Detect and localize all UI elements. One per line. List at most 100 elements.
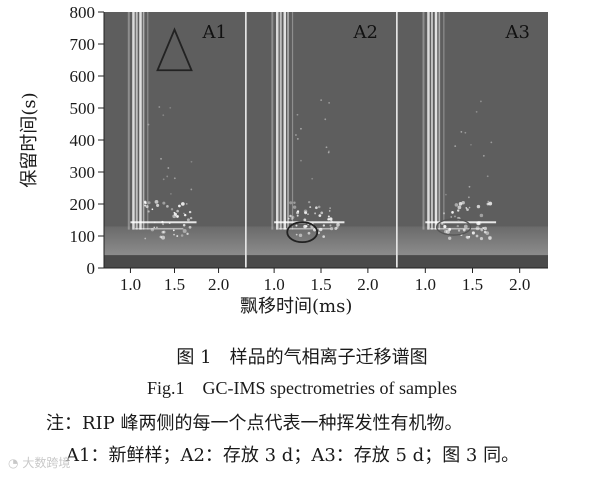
compound-spot: [457, 209, 460, 212]
compound-spot: [145, 205, 149, 209]
compound-spot: [450, 216, 452, 218]
compound-spot: [335, 226, 339, 229]
compound-spot: [448, 227, 452, 231]
compound-spot: [462, 228, 466, 232]
compound-spot: [150, 228, 155, 232]
y-tick-label: 200: [70, 195, 96, 214]
compound-spot: [176, 215, 179, 218]
compound-spot: [176, 235, 179, 238]
y-tick-label: 0: [87, 259, 96, 278]
compound-spot: [324, 118, 327, 121]
compound-spot: [314, 212, 317, 215]
compound-spot: [329, 217, 333, 221]
compound-spot: [154, 200, 159, 204]
compound-spot: [159, 235, 163, 239]
compound-spot: [295, 224, 298, 227]
panel-lower-band: [397, 226, 548, 256]
compound-spot: [186, 218, 190, 222]
horizontal-peak-band: [278, 228, 331, 230]
compound-spot: [189, 216, 193, 220]
compound-spot: [293, 201, 296, 204]
compound-spot: [174, 212, 177, 216]
compound-spot: [188, 225, 192, 229]
y-tick-label: 800: [70, 3, 96, 22]
compound-spot: [327, 151, 330, 154]
compound-spot: [442, 212, 446, 215]
horizontal-peak-band: [274, 221, 345, 224]
compound-spot: [295, 134, 297, 136]
compound-spot: [318, 214, 322, 218]
compound-spot: [298, 233, 303, 238]
compound-spot: [475, 111, 478, 113]
panel-base-band: [397, 255, 548, 268]
horizontal-peak-band: [425, 221, 497, 224]
compound-spot: [296, 211, 300, 215]
compound-spot: [480, 228, 484, 232]
y-tick-label: 300: [70, 163, 96, 182]
compound-spot: [451, 211, 454, 214]
compound-spot: [162, 223, 165, 226]
compound-spot: [170, 192, 172, 195]
compound-spot: [180, 202, 185, 206]
compound-spot: [182, 223, 186, 227]
compound-spot: [463, 224, 468, 229]
compound-spot: [300, 127, 302, 130]
gc-ims-chart: A1 1.0 1.5 2.0 A2 1.0 1.5 2.0 A3 1.0 1.5 2.0 0 100 200…: [70, 3, 548, 294]
rip-streak: [434, 12, 438, 230]
ellipse-marker: [286, 221, 319, 244]
compound-spot: [441, 223, 444, 225]
y-axis-label: 保留时间(s): [19, 92, 40, 188]
compound-spot: [162, 230, 166, 234]
x-tick-label: 2.0: [357, 275, 378, 294]
compound-spot: [334, 226, 338, 230]
compound-spot: [486, 175, 489, 178]
compound-spot: [460, 130, 463, 133]
compound-spot: [173, 177, 176, 180]
x-tick-label: 2.0: [208, 275, 229, 294]
watermark: ◔ 大数跨境: [8, 454, 70, 471]
compound-spot: [183, 213, 187, 217]
compound-spot: [309, 206, 312, 209]
rip-streak: [132, 12, 135, 230]
rip-streak: [139, 12, 142, 230]
compound-spot: [303, 224, 307, 229]
compound-spot: [162, 114, 165, 117]
compound-spot: [485, 231, 490, 235]
compound-spot: [172, 229, 175, 232]
compound-spot: [476, 204, 481, 209]
compound-spot: [480, 100, 482, 103]
compound-spot: [468, 185, 471, 188]
rip-streak: [422, 12, 425, 230]
compound-spot: [170, 208, 174, 211]
figure-caption-zh: 图 1 样品的气相离子迁移谱图: [176, 347, 428, 368]
compound-spot: [156, 203, 160, 207]
panel-label: A2: [353, 22, 378, 43]
horizontal-peak-band: [430, 228, 482, 230]
compound-spot: [465, 235, 469, 239]
compound-spot: [167, 167, 170, 169]
compound-spot: [475, 234, 479, 238]
compound-spot: [488, 236, 492, 241]
compound-spot: [180, 234, 184, 237]
rip-streak: [276, 12, 279, 230]
compound-spot: [144, 237, 147, 240]
triangle-marker: [156, 27, 193, 72]
compound-spot: [471, 231, 475, 235]
compound-spot: [166, 205, 169, 208]
compound-spot: [445, 193, 447, 196]
compound-spot: [300, 159, 302, 162]
compound-spot: [483, 230, 487, 234]
panel-label: A1: [202, 22, 227, 43]
rip-streak: [291, 12, 294, 230]
compound-spot: [448, 236, 452, 240]
compound-spot: [317, 205, 321, 209]
compound-spot: [178, 204, 181, 208]
compound-spot: [292, 205, 297, 209]
compound-spot: [475, 226, 480, 231]
compound-spot: [161, 220, 164, 224]
compound-spot: [151, 208, 154, 211]
x-axis-label: 飘移时间(ms): [240, 296, 353, 317]
compound-spot: [287, 217, 290, 220]
y-tick-label: 500: [70, 99, 96, 118]
compound-spot: [445, 229, 450, 234]
